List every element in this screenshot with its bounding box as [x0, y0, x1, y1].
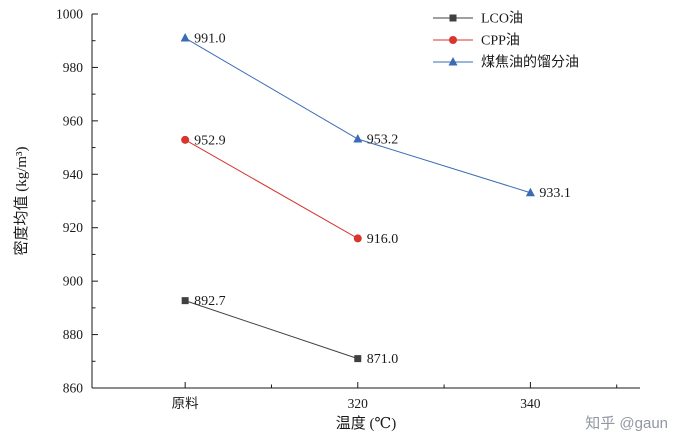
- triangle-marker: [180, 33, 190, 42]
- square-marker: [181, 297, 189, 305]
- svg-text:980: 980: [63, 60, 84, 75]
- data-point-label: 892.7: [194, 294, 226, 309]
- svg-text:880: 880: [63, 327, 84, 342]
- svg-text:920: 920: [63, 220, 84, 235]
- series-line: [185, 300, 358, 360]
- legend-label: 煤焦油的馏分油: [481, 55, 579, 71]
- circle-marker: [181, 135, 190, 144]
- svg-text:1000: 1000: [56, 7, 83, 22]
- triangle-marker: [448, 57, 458, 66]
- axis-titles: 温度 (℃) 密度均值 (kg/m³): [13, 146, 396, 432]
- svg-text:960: 960: [63, 113, 84, 128]
- series-1: 952.9 916.0: [181, 133, 398, 247]
- series-0: 892.7 871.0: [181, 294, 399, 367]
- legend-label: LCO油: [481, 11, 523, 27]
- svg-text:940: 940: [63, 167, 84, 182]
- circle-marker: [449, 36, 457, 44]
- svg-text:320: 320: [348, 396, 369, 411]
- x-axis-label: 温度 (℃): [336, 415, 397, 432]
- data-point-label: 933.1: [539, 186, 571, 201]
- series-line: [184, 139, 359, 239]
- axes: 860 880 900 920 940 960 980 1000 原料 320 340: [56, 7, 640, 411]
- watermark: 知乎 @gaun: [585, 415, 668, 432]
- data-point-label: 871.0: [367, 352, 399, 367]
- triangle-marker: [353, 134, 363, 143]
- svg-text:原料: 原料: [172, 396, 199, 411]
- series-2: 991.0 953.2 933.1: [180, 32, 571, 201]
- data-point-label: 953.2: [367, 133, 399, 148]
- y-axis-label: 密度均值 (kg/m³): [13, 146, 30, 255]
- triangle-marker: [525, 187, 535, 197]
- data-point-label: 952.9: [194, 133, 226, 148]
- svg-text:860: 860: [63, 381, 84, 396]
- square-marker: [354, 355, 362, 363]
- square-marker: [449, 14, 457, 22]
- svg-text:900: 900: [63, 274, 84, 289]
- circle-marker: [353, 234, 362, 243]
- data-point-label: 916.0: [367, 232, 399, 247]
- legend-label: CPP油: [481, 33, 520, 49]
- data-point-label: 991.0: [194, 32, 226, 47]
- svg-text:340: 340: [520, 396, 541, 411]
